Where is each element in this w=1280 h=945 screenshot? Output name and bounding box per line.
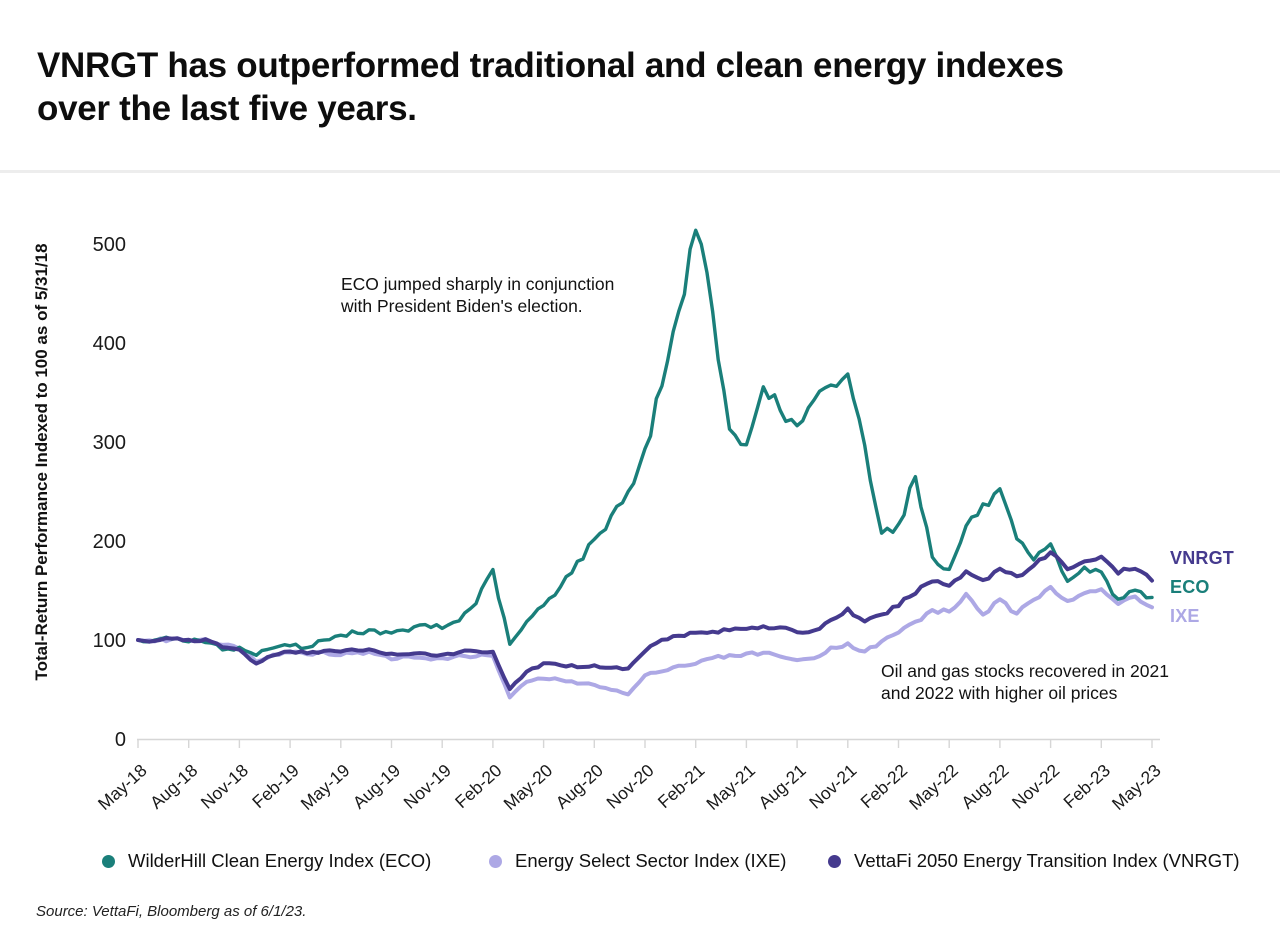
x-tick-label: May-22 bbox=[905, 760, 962, 814]
legend-dot-eco-icon bbox=[102, 854, 115, 868]
legend-item-ixe: Energy Select Sector Index (IXE) bbox=[489, 849, 786, 873]
series-end-label-eco: ECO bbox=[1170, 577, 1210, 597]
x-tick-label: Feb-19 bbox=[248, 760, 303, 812]
x-tick-label: May-20 bbox=[500, 760, 557, 814]
page-title: VNRGT has outperformed traditional and c… bbox=[37, 46, 1064, 129]
x-tick-label: Nov-18 bbox=[197, 760, 252, 813]
y-tick-label: 100 bbox=[93, 630, 126, 652]
x-tick-label: Aug-22 bbox=[957, 760, 1012, 813]
series-end-label-ixe: IXE bbox=[1170, 606, 1200, 626]
x-tick-label: Nov-19 bbox=[400, 760, 455, 813]
legend-item-vnrgt: VettaFi 2050 Energy Transition Index (VN… bbox=[828, 849, 1240, 873]
legend-dot-vnrgt-icon bbox=[828, 854, 841, 868]
x-tick-label: Feb-22 bbox=[857, 760, 912, 812]
x-tick-label: Feb-20 bbox=[451, 760, 506, 812]
series-line-vnrgt bbox=[136, 550, 1154, 692]
annotation-eco-election: ECO jumped sharply in conjunction with P… bbox=[341, 274, 615, 317]
y-axis-title: Total-Return Performance Indexed to 100 … bbox=[32, 243, 51, 680]
x-tick-label: Aug-19 bbox=[349, 760, 404, 813]
y-tick-label: 500 bbox=[93, 234, 126, 256]
y-tick-label: 300 bbox=[93, 432, 126, 454]
x-tick-label: Aug-20 bbox=[552, 760, 608, 813]
x-tick-label: Nov-20 bbox=[602, 760, 658, 813]
series-end-label-vnrgt: VNRGT bbox=[1170, 548, 1234, 568]
x-tick-label: Feb-23 bbox=[1059, 760, 1114, 812]
legend-dot-ixe-icon bbox=[489, 854, 502, 868]
x-tick-label: Nov-22 bbox=[1008, 760, 1063, 813]
title-divider bbox=[0, 170, 1280, 173]
y-tick-label: 0 bbox=[115, 729, 126, 751]
x-tick-label: Aug-18 bbox=[146, 760, 201, 813]
y-tick-label: 400 bbox=[93, 333, 126, 355]
x-tick-label: Feb-21 bbox=[654, 760, 709, 812]
legend-label-ixe: Energy Select Sector Index (IXE) bbox=[515, 850, 787, 871]
x-tick-label: Nov-21 bbox=[805, 760, 860, 813]
annotation-oil-recovery: Oil and gas stocks recovered in 2021 and… bbox=[881, 661, 1169, 704]
x-tick-label: May-23 bbox=[1108, 760, 1165, 814]
legend-label-eco: WilderHill Clean Energy Index (ECO) bbox=[128, 850, 432, 871]
x-tick-label: May-21 bbox=[702, 760, 759, 814]
x-tick-label: Aug-21 bbox=[754, 760, 809, 813]
source-note: Source: VettaFi, Bloomberg as of 6/1/23. bbox=[36, 903, 307, 920]
series-line-eco bbox=[136, 228, 1154, 657]
x-tick-label: May-18 bbox=[94, 760, 151, 814]
legend-label-vnrgt: VettaFi 2050 Energy Transition Index (VN… bbox=[854, 850, 1240, 871]
x-tick-label: May-19 bbox=[297, 760, 354, 814]
legend-item-eco: WilderHill Clean Energy Index (ECO) bbox=[102, 849, 431, 873]
y-tick-label: 200 bbox=[93, 531, 126, 553]
